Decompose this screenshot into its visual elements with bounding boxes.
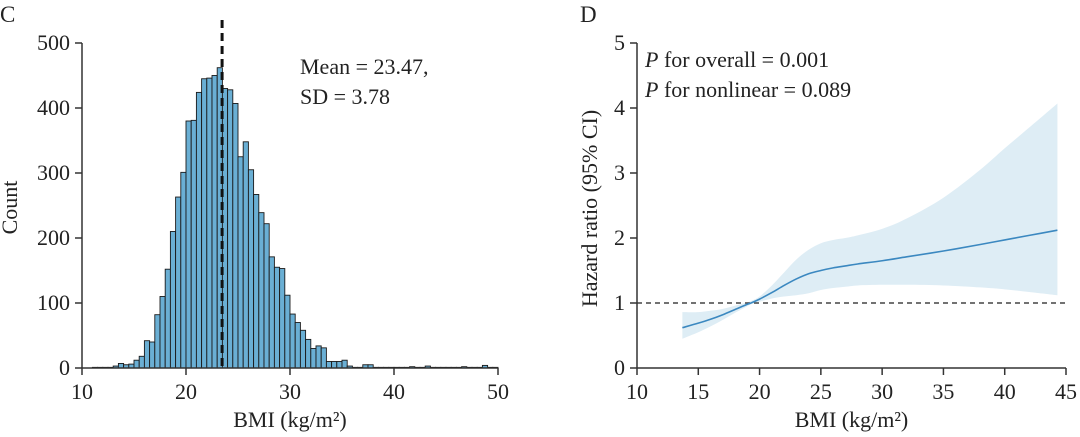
- p-overall-text: for overall = 0.001: [658, 47, 829, 72]
- x-tick-label: 30: [279, 379, 301, 404]
- histogram-bar: [284, 294, 291, 369]
- x-axis-title: BMI (kg/m²): [795, 407, 909, 432]
- x-tick-label: 40: [994, 379, 1016, 404]
- histogram-bar: [299, 329, 307, 369]
- p-symbol: P: [644, 47, 658, 72]
- x-tick-label: 15: [687, 379, 709, 404]
- histogram-bar: [279, 268, 286, 369]
- panel-label-c: C: [0, 2, 15, 27]
- x-tick-label: 45: [1055, 379, 1077, 404]
- histogram-bar: [185, 120, 192, 369]
- y-tick-label: 2: [614, 225, 625, 250]
- histogram-bar: [320, 347, 327, 369]
- histogram-bar: [325, 361, 333, 369]
- histogram-bar: [310, 348, 317, 369]
- histogram-bar: [242, 141, 249, 369]
- histogram-bar: [201, 78, 208, 369]
- p-nonlinear-annotation: P for nonlinear = 0.089: [644, 77, 851, 102]
- histogram-bar: [159, 296, 166, 369]
- y-tick-label: 100: [37, 290, 70, 315]
- y-tick-label: 0: [614, 355, 625, 380]
- x-tick-label: 35: [932, 379, 954, 404]
- x-ticks: 10 20 30 40 50: [71, 368, 509, 404]
- y-tick-label: 200: [37, 225, 70, 250]
- panel-label-d: D: [580, 2, 597, 27]
- x-tick-label: 10: [71, 379, 93, 404]
- histogram-bar: [169, 231, 177, 369]
- x-tick-label: 50: [487, 379, 509, 404]
- sd-annotation: SD = 3.78: [300, 84, 390, 109]
- y-tick-label: 400: [37, 95, 70, 120]
- x-tick-label: 25: [810, 379, 832, 404]
- x-axis-title: BMI (kg/m²): [233, 407, 347, 432]
- panel-c-histogram: C 0 100 200 300 400 500 10 20 30 40 50 Count BMI …: [0, 2, 509, 432]
- y-tick-label: 1: [614, 290, 625, 315]
- p-overall-annotation: P for overall = 0.001: [644, 47, 829, 72]
- histogram-bar: [195, 91, 203, 369]
- histogram-bar: [305, 338, 312, 369]
- histogram-bar: [273, 266, 281, 369]
- histogram-bar: [175, 196, 182, 369]
- histogram-bar: [227, 89, 234, 369]
- histogram-bar: [268, 256, 275, 369]
- x-tick-label: 30: [871, 379, 893, 404]
- histogram-bar: [143, 340, 151, 369]
- x-tick-label: 40: [383, 379, 405, 404]
- y-tick-label: 0: [59, 355, 70, 380]
- y-tick-label: 4: [614, 95, 625, 120]
- histogram-bars: [91, 67, 499, 369]
- x-tick-label: 10: [626, 379, 648, 404]
- confidence-band: [682, 103, 1058, 339]
- histogram-bar: [247, 169, 255, 369]
- histogram-bar: [331, 361, 338, 369]
- histogram-bar: [289, 313, 296, 369]
- histogram-bar: [154, 314, 161, 369]
- mean-annotation: Mean = 23.47,: [300, 54, 429, 79]
- y-ticks: 0 1 2 3 4 5: [614, 30, 637, 380]
- histogram-bar: [138, 355, 145, 369]
- p-symbol: P: [644, 77, 658, 102]
- y-tick-label: 500: [37, 30, 70, 55]
- hazard-ratio-line: [682, 229, 1058, 329]
- histogram-bar: [164, 268, 171, 369]
- y-tick-label: 3: [614, 160, 625, 185]
- histogram-bar: [336, 361, 343, 369]
- y-ticks: 0 100 200 300 400 500: [37, 30, 82, 380]
- histogram-bar: [232, 102, 239, 369]
- histogram-bar: [190, 119, 197, 369]
- y-tick-label: 300: [37, 160, 70, 185]
- y-tick-label: 5: [614, 30, 625, 55]
- y-axis-title: Count: [0, 181, 22, 235]
- x-tick-label: 20: [175, 379, 197, 404]
- histogram-bar: [253, 193, 260, 369]
- x-tick-label: 20: [749, 379, 771, 404]
- histogram-bar: [315, 345, 322, 369]
- histogram-bar: [180, 171, 187, 369]
- histogram-bar: [133, 359, 140, 369]
- x-ticks: 10 15 20 25 30 35 40 45: [626, 368, 1077, 404]
- p-nonlinear-text: for nonlinear = 0.089: [658, 77, 851, 102]
- y-axis-title: Hazard ratio (95% CI): [577, 110, 602, 307]
- histogram-bar: [149, 341, 156, 369]
- histogram-bar: [211, 75, 218, 369]
- histogram-bar: [237, 156, 244, 369]
- histogram-bar: [341, 359, 348, 369]
- histogram-bar: [258, 212, 265, 369]
- histogram-bar: [263, 223, 270, 369]
- histogram-bar: [294, 322, 301, 369]
- histogram-bar: [206, 77, 213, 369]
